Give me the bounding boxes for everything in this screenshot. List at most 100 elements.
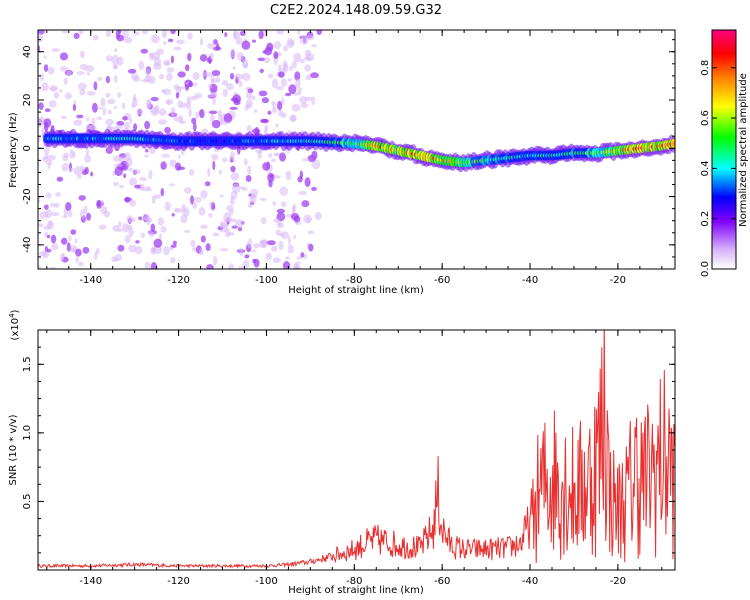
heatmap-noise-blob: [185, 81, 189, 86]
heatmap-noise-blob: [210, 74, 215, 85]
heatmap-noise-blob: [105, 92, 111, 98]
heatmap-noise-blob: [271, 78, 279, 89]
heatmap-noise-blob: [150, 223, 156, 232]
heatmap-noise-blob: [285, 92, 292, 97]
heatmap-noise-blob: [82, 246, 90, 254]
heatmap-noise-blob: [261, 97, 269, 104]
heatmap-noise-blob: [206, 264, 214, 269]
y-tick-label: 1.0: [22, 425, 33, 441]
heatmap-noise-blob: [262, 50, 267, 54]
heatmap-noise-blob: [172, 240, 177, 245]
figure-title: C2E2.2024.148.09.59.G32: [270, 3, 442, 18]
heatmap-noise-blob: [287, 244, 294, 254]
heatmap-noise-blob: [245, 175, 252, 182]
heatmap-noise-blob: [223, 113, 233, 124]
heatmap-noise-blob: [164, 201, 171, 211]
x-tick-label: -140: [79, 576, 102, 587]
heatmap-noise-blob: [277, 64, 282, 71]
heatmap-noise-blob: [266, 42, 274, 52]
heatmap-noise-blob: [105, 118, 114, 126]
heatmap-noise-blob: [184, 186, 192, 194]
heatmap-noise-blob: [211, 119, 221, 129]
heatmap-noise-blob: [224, 32, 228, 37]
heatmap-noise-blob: [295, 78, 301, 88]
heatmap-noise-blob: [190, 239, 196, 248]
heatmap-noise-blob: [153, 238, 163, 248]
heatmap-noise-blob: [244, 254, 250, 259]
heatmap-noise-blob: [136, 108, 144, 115]
heatmap-noise-blob: [285, 170, 292, 181]
heatmap-noise-blob: [74, 238, 78, 244]
heatmap-noise-blob: [79, 89, 86, 96]
heatmap-noise-blob: [68, 235, 72, 242]
snr-panel: -140 -120 -100 -80 -60 -40 -20 0.5 1.0 1.5 Height…: [8, 309, 676, 596]
heatmap-noise-blob: [207, 43, 216, 49]
heatmap-noise-blob: [105, 75, 110, 84]
heatmap-noise-blob: [78, 30, 84, 35]
heatmap-noise-blob: [117, 92, 122, 98]
heatmap-noise-blob: [157, 217, 165, 226]
heatmap-noise-blob: [65, 202, 72, 211]
heatmap-noise-blob: [114, 258, 119, 262]
colorbar-tick-label: 0.6: [700, 110, 711, 126]
heatmap-noise-blob: [47, 66, 55, 75]
heatmap-noise-blob: [279, 186, 289, 196]
heatmap-noise-blob: [163, 40, 167, 45]
heatmap-noise-blob: [44, 204, 49, 210]
heatmap-noise-blob: [166, 100, 170, 105]
heatmap-noise-blob: [75, 248, 82, 257]
spectrogram-y-label: Frequency (Hz): [8, 112, 19, 188]
heatmap-noise-blob: [128, 244, 137, 253]
snr-y-multiplier-base: (x10: [10, 318, 21, 341]
heatmap-noise-blob: [145, 68, 151, 77]
heatmap-noise-blob: [239, 247, 244, 257]
heatmap-noise-blob: [64, 92, 72, 100]
heatmap-noise-blob: [140, 48, 148, 54]
x-tick-label: -40: [522, 576, 538, 587]
colorbar-tick-label: 0.4: [700, 160, 711, 176]
heatmap-noise-blob: [100, 97, 106, 107]
heatmap-noise-blob: [51, 48, 61, 52]
heatmap-noise-blob: [245, 91, 253, 100]
heatmap-noise-blob: [300, 252, 305, 258]
heatmap-noise-blob: [170, 55, 174, 64]
heatmap-noise-blob: [43, 64, 49, 72]
heatmap-noise-blob: [218, 169, 222, 175]
heatmap-noise-blob: [298, 190, 307, 196]
heatmap-noise-blob: [169, 159, 177, 168]
heatmap-noise-blob: [144, 75, 152, 83]
heatmap-noise-blob: [208, 83, 212, 90]
heatmap-noise-blob: [230, 151, 235, 161]
heatmap-noise-blob: [158, 119, 168, 125]
heatmap-noise-blob: [262, 162, 271, 171]
heatmap-noise-blob: [252, 243, 260, 249]
heatmap-noise-blob: [98, 106, 103, 110]
heatmap-noise-blob: [200, 235, 206, 243]
heatmap-noise-blob: [280, 231, 290, 240]
heatmap-noise-blob: [192, 201, 198, 209]
heatmap-noise-blob: [294, 71, 301, 81]
heatmap-noise-blob: [273, 152, 280, 156]
heatmap-noise-blob: [199, 37, 204, 46]
heatmap-noise-blob: [192, 247, 197, 252]
heatmap-noise-blob: [161, 30, 168, 39]
heatmap-noise-blob: [220, 121, 229, 125]
y-tick-label: 1.5: [22, 356, 33, 372]
heatmap-noise-blob: [272, 257, 281, 264]
heatmap-noise-blob: [258, 30, 264, 40]
snr-x-label: Height of straight line (km): [288, 585, 424, 596]
heatmap-noise-blob: [244, 158, 248, 166]
heatmap-noise-blob: [145, 149, 149, 153]
heatmap-noise-blob: [208, 213, 213, 218]
heatmap-noise-blob: [92, 102, 98, 113]
heatmap-noise-blob: [187, 32, 193, 40]
y-tick-label: -20: [22, 188, 33, 204]
heatmap-noise-blob: [38, 44, 41, 53]
heatmap-noise-blob: [158, 108, 167, 116]
heatmap-noise-blob: [304, 49, 311, 57]
heatmap-noise-blob: [44, 231, 49, 238]
heatmap-noise-blob: [129, 118, 133, 124]
heatmap-noise-blob: [273, 218, 281, 223]
heatmap-noise-blob: [277, 100, 283, 111]
heatmap-noise-blob: [273, 41, 282, 50]
